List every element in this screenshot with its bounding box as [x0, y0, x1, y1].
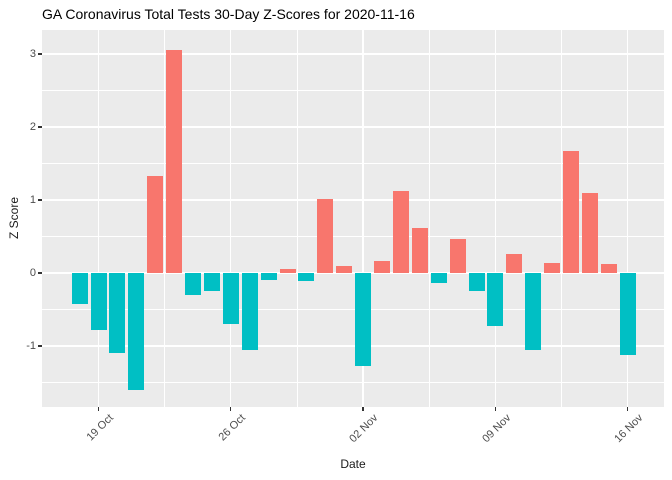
- gridline-major-x: [97, 30, 100, 407]
- bar-negative: [525, 273, 542, 351]
- bar-positive: [563, 151, 579, 273]
- bar-positive: [147, 175, 164, 273]
- x-tick-label: 02 Nov: [347, 412, 381, 446]
- bar-positive: [166, 49, 183, 273]
- bar-positive: [392, 191, 409, 273]
- gridline-major-y: [42, 53, 664, 55]
- y-tick-mark: [38, 272, 42, 274]
- y-axis-title: Z Score: [7, 196, 21, 240]
- gridline-major-y: [42, 199, 664, 201]
- plot-panel: [42, 30, 664, 407]
- gridline-major-x: [230, 30, 232, 407]
- x-tick-mark: [494, 407, 497, 411]
- bar-positive: [449, 238, 466, 273]
- gridline-minor-y: [42, 382, 664, 383]
- bar-positive: [506, 254, 523, 273]
- bar-positive: [411, 227, 428, 273]
- x-tick-label: 26 Oct: [216, 412, 249, 444]
- bar-negative: [90, 273, 107, 330]
- gridline-minor-y: [42, 163, 664, 164]
- bar-negative: [185, 273, 201, 295]
- x-tick-mark: [362, 407, 364, 411]
- chart-title: GA Coronavirus Total Tests 30-Day Z-Scor…: [42, 6, 415, 22]
- bar-positive: [581, 192, 598, 273]
- bar-positive: [336, 265, 353, 273]
- bar-negative: [203, 273, 220, 292]
- bar-negative: [430, 273, 447, 284]
- bar-negative: [241, 273, 258, 351]
- bar-negative: [260, 273, 277, 280]
- x-tick-mark: [97, 407, 100, 411]
- bar-positive: [317, 198, 334, 273]
- x-tick-mark: [230, 407, 232, 411]
- gridline-minor-x: [428, 30, 430, 407]
- y-tick-mark: [38, 53, 42, 55]
- y-tick-label: 3: [29, 47, 36, 60]
- y-tick-label: 2: [29, 120, 36, 133]
- x-tick-label: 19 Oct: [84, 412, 116, 444]
- bar-negative: [619, 273, 636, 356]
- gridline-major-x: [494, 30, 497, 407]
- y-tick-label: 0: [29, 266, 36, 279]
- bar-positive: [374, 260, 390, 273]
- bar-negative: [109, 273, 126, 354]
- gridline-major-y: [42, 126, 664, 128]
- gridline-minor-x: [296, 30, 298, 407]
- x-tick-mark: [627, 407, 629, 411]
- bar-positive: [544, 262, 561, 273]
- x-tick-label: 09 Nov: [479, 412, 513, 446]
- bar-negative: [355, 273, 372, 367]
- y-tick-label: -1: [26, 339, 36, 352]
- gridline-major-x: [362, 30, 364, 407]
- gridline-major-x: [627, 30, 629, 407]
- y-tick-mark: [38, 199, 42, 201]
- y-tick-mark: [38, 345, 42, 347]
- bar-negative: [222, 273, 239, 325]
- bar-negative: [487, 273, 504, 327]
- gridline-minor-y: [42, 90, 664, 91]
- bar-negative: [71, 273, 88, 304]
- gridline-minor-y: [42, 236, 664, 237]
- gridline-minor-x: [164, 30, 165, 407]
- gridline-major-y: [42, 272, 664, 274]
- gridline-minor-x: [561, 30, 562, 407]
- bar-negative: [128, 273, 145, 390]
- y-tick-mark: [38, 126, 42, 128]
- bar-negative: [468, 273, 485, 292]
- gridline-minor-y: [42, 309, 664, 310]
- bar-positive: [279, 268, 296, 273]
- x-tick-label: 16 Nov: [612, 412, 646, 446]
- bar-positive: [600, 263, 617, 273]
- y-tick-label: 1: [29, 193, 36, 206]
- gridline-major-y: [42, 345, 664, 347]
- bar-negative: [298, 273, 315, 282]
- x-axis-title: Date: [340, 457, 366, 471]
